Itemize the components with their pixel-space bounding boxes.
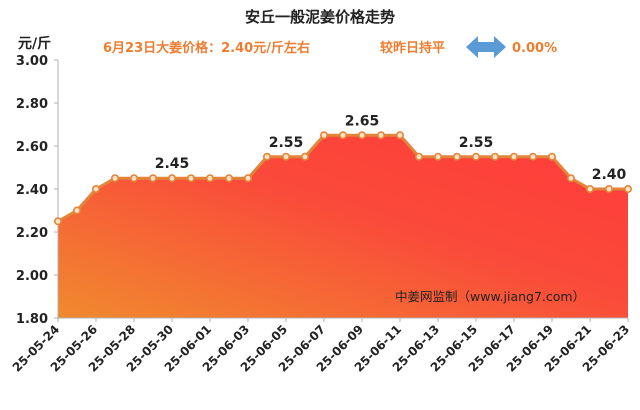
data-label: 2.45 <box>155 156 190 172</box>
data-point <box>73 206 82 215</box>
data-point <box>414 152 423 161</box>
data-point <box>244 174 253 183</box>
compare-text: 较昨日持平 <box>380 40 445 56</box>
data-labels: 2.45 2.55 2.65 2.55 2.40 <box>155 113 627 183</box>
data-point <box>547 152 556 161</box>
data-point <box>168 174 177 183</box>
left-right-arrow-icon <box>466 36 506 58</box>
data-point <box>376 131 385 140</box>
data-point <box>300 152 309 161</box>
data-point <box>225 174 234 183</box>
y-tick-label: 2.00 <box>16 269 48 284</box>
data-point <box>471 152 480 161</box>
data-point <box>319 131 328 140</box>
data-label: 2.40 <box>592 167 627 183</box>
data-point <box>585 185 594 194</box>
data-point <box>566 174 575 183</box>
data-point <box>187 174 196 183</box>
data-point <box>92 185 101 194</box>
x-axis-ticks: 25-05-2425-05-2625-05-2825-05-3025-06-01… <box>10 318 632 375</box>
y-tick-label: 2.20 <box>16 226 48 241</box>
plot-area <box>53 60 632 319</box>
y-tick-label: 2.60 <box>16 140 48 155</box>
data-label: 2.55 <box>269 135 304 151</box>
y-tick-label: 3.00 <box>16 54 48 69</box>
data-point <box>623 185 632 194</box>
data-point <box>395 131 404 140</box>
watermark-text: 中姜网监制（www.jiang7.com） <box>395 289 585 304</box>
data-point <box>53 217 62 226</box>
data-point <box>357 131 366 140</box>
data-label: 2.65 <box>345 113 380 129</box>
data-point <box>262 152 271 161</box>
data-point <box>604 185 613 194</box>
price-summary-text: 6月23日大姜价格：2.40元/斤左右 <box>103 40 310 56</box>
data-point <box>338 131 347 140</box>
data-point <box>111 174 120 183</box>
data-point <box>490 152 499 161</box>
price-area-fill <box>58 135 628 318</box>
y-axis-ticks: 3.00 2.80 2.60 2.40 2.20 2.00 1.80 <box>16 54 58 327</box>
data-point <box>130 174 139 183</box>
chart-title: 安丘一般泥姜价格走势 <box>245 8 395 26</box>
data-point <box>509 152 518 161</box>
data-point <box>452 152 461 161</box>
y-tick-label: 1.80 <box>16 312 48 327</box>
y-axis-label: 元/斤 <box>18 35 51 52</box>
data-label: 2.55 <box>459 135 494 151</box>
data-point <box>206 174 215 183</box>
data-point <box>433 152 442 161</box>
y-tick-label: 2.80 <box>16 97 48 112</box>
y-tick-label: 2.40 <box>16 183 48 198</box>
data-point <box>528 152 537 161</box>
change-percent-text: 0.00% <box>512 41 557 56</box>
data-point <box>149 174 158 183</box>
data-point <box>281 152 290 161</box>
